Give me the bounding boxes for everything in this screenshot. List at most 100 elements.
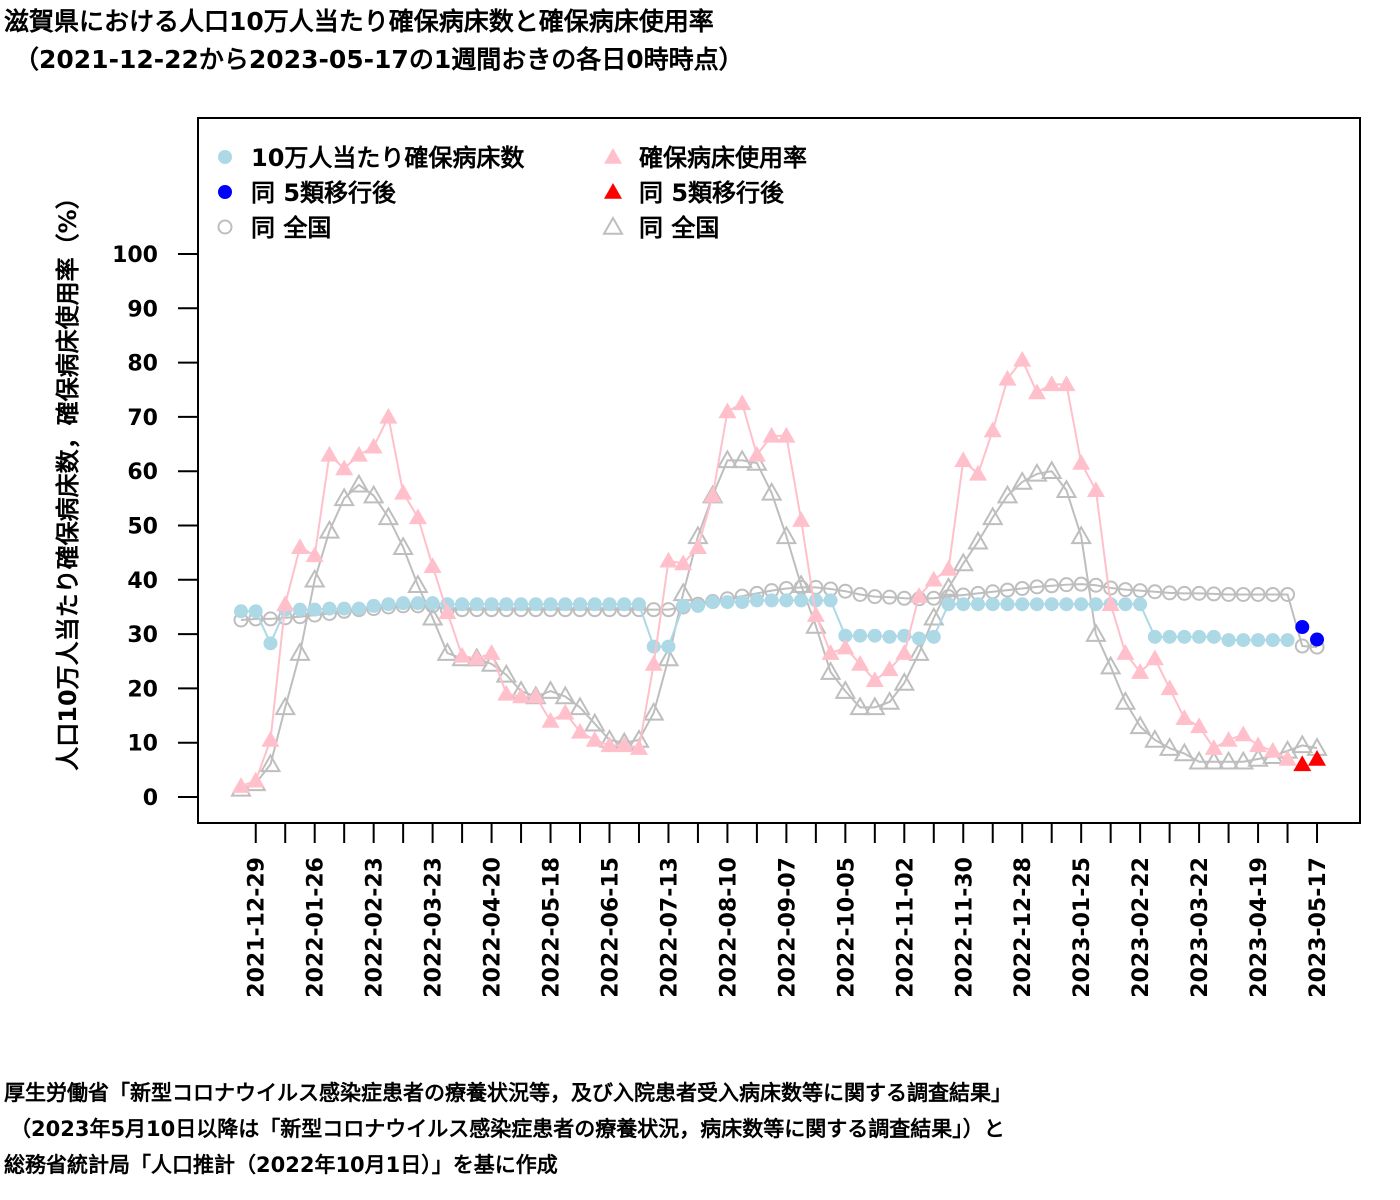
data-point: [1042, 375, 1061, 392]
data-point: [558, 597, 573, 612]
data-point: [731, 449, 753, 469]
data-point: [629, 739, 648, 755]
data-point: [1099, 655, 1122, 675]
data-point: [1116, 644, 1135, 660]
x-tick-label: 2023-05-17: [1306, 857, 1331, 998]
data-point: [573, 597, 588, 612]
data-point: [1293, 755, 1312, 772]
data-point: [1027, 383, 1046, 400]
legend-label: 同 5類移行後: [251, 179, 397, 207]
data-point: [1040, 460, 1063, 479]
data-point: [1114, 690, 1137, 710]
data-point: [1145, 649, 1164, 666]
data-point: [1173, 742, 1196, 762]
data-point: [1029, 579, 1045, 595]
y-tick-label: 50: [127, 515, 158, 540]
x-tick-label: 2022-04-20: [481, 857, 506, 998]
data-point: [1294, 638, 1310, 654]
data-point: [688, 538, 707, 554]
x-tick-label: 2022-12-28: [1011, 857, 1036, 998]
data-point: [1160, 679, 1179, 696]
data-point: [421, 606, 444, 626]
legend-marker: [218, 185, 232, 199]
data-point: [821, 644, 840, 660]
data-point: [423, 557, 442, 573]
data-point: [908, 642, 930, 661]
data-point: [1072, 454, 1091, 470]
data-point: [865, 671, 884, 688]
data-point: [1265, 586, 1281, 602]
data-point: [408, 508, 427, 525]
data-point: [808, 593, 823, 608]
data-point: [305, 546, 324, 563]
data-point: [587, 597, 602, 612]
data-point: [615, 736, 634, 753]
legend-marker: [604, 148, 622, 164]
legend-item: 確保病床使用率: [604, 144, 807, 172]
source-note-line1: 厚生労働省「新型コロナウイルス感染症患者の療養状況等，及び入院患者受入病床数等に…: [4, 1081, 1012, 1105]
data-point: [571, 722, 590, 739]
data-point: [333, 487, 355, 507]
data-point: [631, 597, 646, 612]
data-point: [760, 481, 783, 501]
data-point: [541, 711, 560, 728]
y-tick-label: 100: [112, 243, 158, 268]
x-tick-label: 2023-04-19: [1247, 857, 1272, 998]
chart-subtitle: （2021-12-22から2023-05-17の1週間おきの各日0時時点）: [14, 45, 744, 74]
data-point: [322, 601, 337, 616]
data-point: [1158, 737, 1181, 756]
data-point: [735, 595, 750, 610]
data-point: [971, 597, 985, 612]
data-point: [392, 536, 414, 555]
data-point: [1188, 750, 1210, 770]
data-point: [1162, 629, 1177, 644]
data-point: [248, 604, 263, 619]
data-point: [514, 597, 529, 612]
legend-label: 同 全国: [251, 214, 331, 242]
data-point: [528, 597, 543, 612]
data-point: [985, 597, 1000, 612]
data-point: [969, 464, 987, 481]
data-point: [1176, 585, 1192, 601]
data-point: [455, 597, 470, 612]
y-tick-label: 10: [127, 732, 158, 757]
data-point: [469, 597, 484, 612]
data-point: [794, 593, 809, 608]
data-point: [600, 736, 619, 753]
data-point: [674, 554, 693, 571]
data-point: [926, 590, 942, 606]
data-point: [379, 407, 398, 424]
data-point: [1133, 597, 1148, 612]
data-point: [1221, 586, 1237, 602]
data-point: [1131, 663, 1150, 679]
data-point: [362, 484, 385, 504]
data-point: [646, 602, 662, 618]
data-point: [246, 771, 265, 788]
data-point: [289, 642, 311, 661]
data-point: [1232, 750, 1255, 770]
data-point: [381, 597, 396, 612]
source-note-line2: （2023年5月10日以降は「新型コロナウイルス感染症患者の療養状況，病床数等に…: [10, 1117, 1005, 1141]
y-tick-label: 30: [127, 623, 158, 648]
data-point: [864, 696, 886, 716]
data-point: [954, 451, 973, 468]
data-point: [720, 595, 735, 610]
data-point: [967, 530, 989, 550]
data-point: [952, 552, 974, 572]
data-point: [1192, 629, 1207, 644]
data-point: [482, 644, 501, 660]
data-point: [263, 636, 278, 651]
data-point: [939, 559, 958, 576]
data-point: [320, 445, 339, 462]
data-point: [806, 606, 825, 622]
data-point: [1251, 633, 1266, 648]
x-axis: 2021-12-29 2022-01-26 2022-02-23 2022-03-23…: [245, 823, 1331, 998]
data-point: [1217, 750, 1240, 770]
data-point: [274, 696, 296, 716]
data-point: [1295, 620, 1310, 635]
data-point: [1147, 629, 1162, 644]
data-point: [733, 394, 752, 411]
data-point: [497, 684, 516, 701]
data-point: [956, 597, 971, 612]
